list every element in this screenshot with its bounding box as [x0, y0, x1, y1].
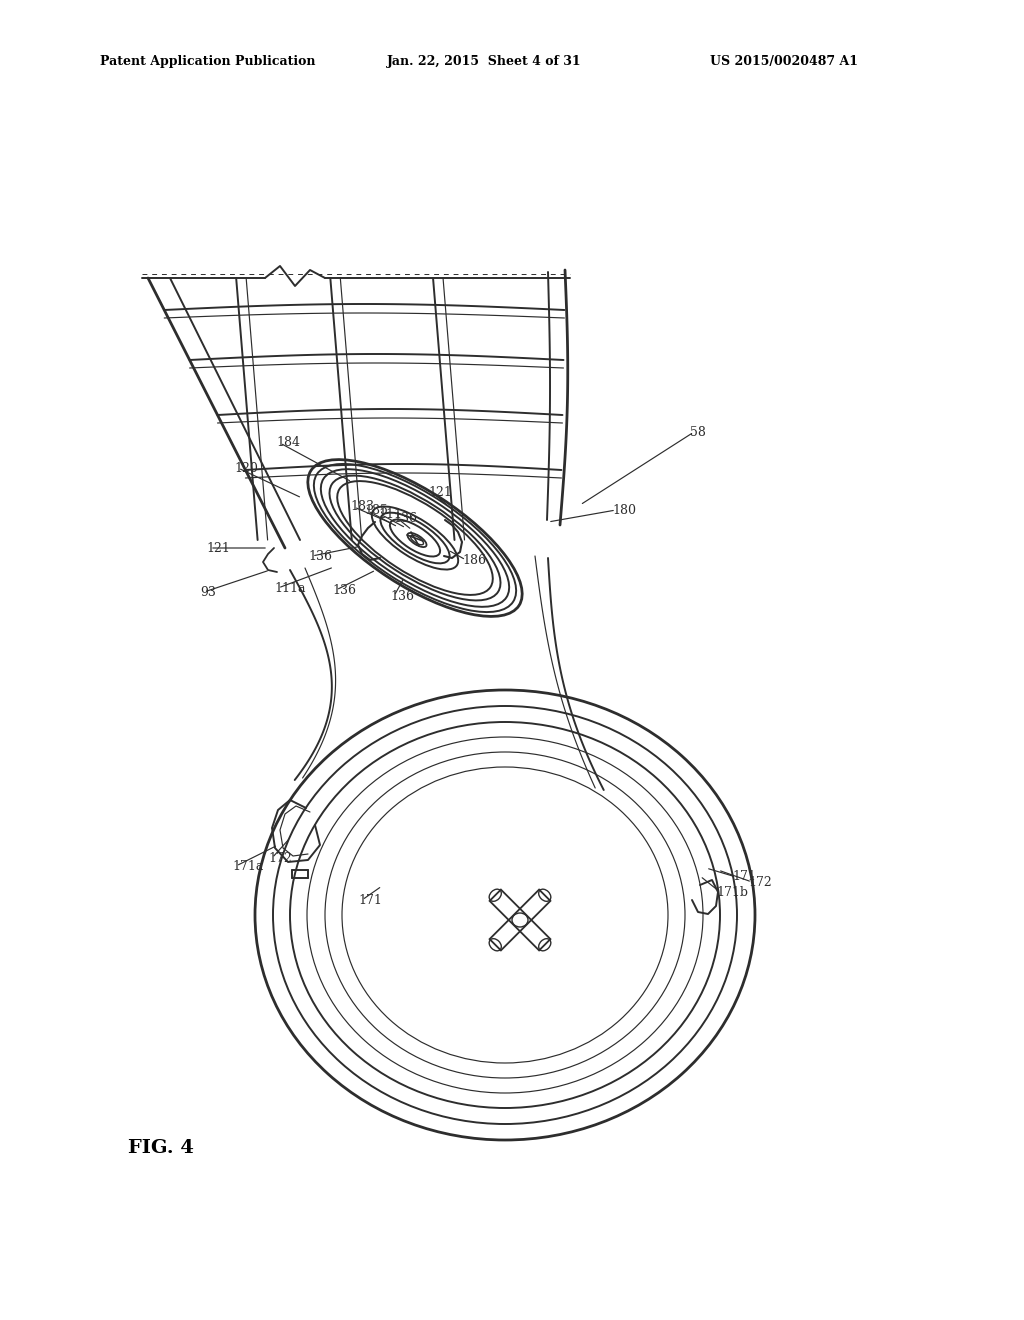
Text: 184: 184 — [276, 437, 300, 450]
Text: 183: 183 — [350, 500, 374, 513]
Text: Patent Application Publication: Patent Application Publication — [100, 55, 315, 69]
Text: 111a: 111a — [274, 582, 305, 594]
Text: 171b: 171b — [716, 886, 748, 899]
Text: 120: 120 — [234, 462, 258, 474]
Text: 111: 111 — [378, 508, 402, 521]
Text: 180: 180 — [612, 503, 636, 516]
Text: 58: 58 — [690, 425, 706, 438]
Text: Jan. 22, 2015  Sheet 4 of 31: Jan. 22, 2015 Sheet 4 of 31 — [387, 55, 582, 69]
Text: 172: 172 — [268, 851, 292, 865]
Text: 121: 121 — [206, 541, 229, 554]
Text: 136: 136 — [332, 583, 356, 597]
Text: FIG. 4: FIG. 4 — [128, 1139, 194, 1158]
Text: 186: 186 — [462, 553, 486, 566]
Text: 136: 136 — [308, 549, 332, 562]
Text: 185: 185 — [364, 504, 388, 517]
Text: 136: 136 — [393, 511, 417, 524]
Text: 171: 171 — [732, 870, 756, 883]
Text: 172: 172 — [748, 875, 772, 888]
Text: 171: 171 — [358, 894, 382, 907]
Text: US 2015/0020487 A1: US 2015/0020487 A1 — [710, 55, 858, 69]
Text: 93: 93 — [200, 586, 216, 598]
Text: 121: 121 — [428, 486, 452, 499]
Text: 171a: 171a — [232, 859, 263, 873]
Text: 136: 136 — [390, 590, 414, 602]
